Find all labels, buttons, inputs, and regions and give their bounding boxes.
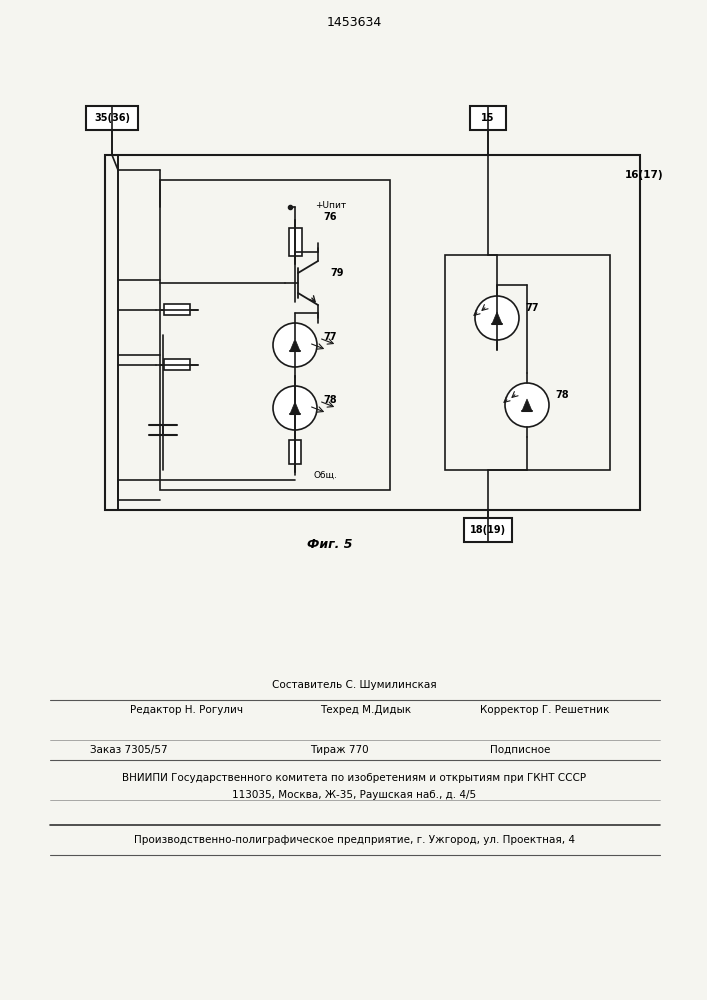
Circle shape [273,323,317,367]
Text: 18(19): 18(19) [470,525,506,535]
Text: Фиг. 5: Фиг. 5 [308,538,353,552]
Text: Корректор Г. Решетник: Корректор Г. Решетник [480,705,609,715]
Text: 77: 77 [323,332,337,342]
Text: Производственно-полиграфическое предприятие, г. Ужгород, ул. Проектная, 4: Производственно-полиграфическое предприя… [134,835,575,845]
Text: 35(36): 35(36) [94,113,130,123]
Text: 77: 77 [525,303,539,313]
Polygon shape [290,402,300,414]
Polygon shape [522,399,532,411]
Text: +Uпит: +Uпит [315,200,346,210]
Text: 79: 79 [330,268,344,278]
Polygon shape [492,312,502,324]
Bar [164,304,190,315]
Bar [464,518,512,542]
Text: 1453634: 1453634 [327,15,382,28]
Text: 16(17): 16(17) [625,170,664,180]
Bar [105,155,640,510]
Bar [289,440,301,464]
Circle shape [273,386,317,430]
Text: ВНИИПИ Государственного комитета по изобретениям и открытиям при ГКНТ СССР: ВНИИПИ Государственного комитета по изоб… [122,773,586,783]
Bar [86,106,138,130]
Text: 113035, Москва, Ж-35, Раушская наб., д. 4/5: 113035, Москва, Ж-35, Раушская наб., д. … [232,790,476,800]
Bar [164,359,190,370]
Polygon shape [290,339,300,351]
Bar [289,228,302,256]
Text: 78: 78 [555,390,568,400]
Bar [445,255,610,470]
Bar [470,106,506,130]
Text: 78: 78 [323,395,337,405]
Text: 76: 76 [323,212,337,222]
Text: Составитель С. Шумилинская: Составитель С. Шумилинская [271,680,436,690]
Text: Редактор Н. Рогулич: Редактор Н. Рогулич [130,705,243,715]
Bar [160,180,390,490]
Text: Подписное: Подписное [490,745,550,755]
Circle shape [505,383,549,427]
Text: Общ.: Общ. [313,471,337,480]
Circle shape [475,296,519,340]
Text: 15: 15 [481,113,495,123]
Text: Техред М.Дидык: Техред М.Дидык [320,705,411,715]
Text: Тираж 770: Тираж 770 [310,745,368,755]
Text: Заказ 7305/57: Заказ 7305/57 [90,745,168,755]
